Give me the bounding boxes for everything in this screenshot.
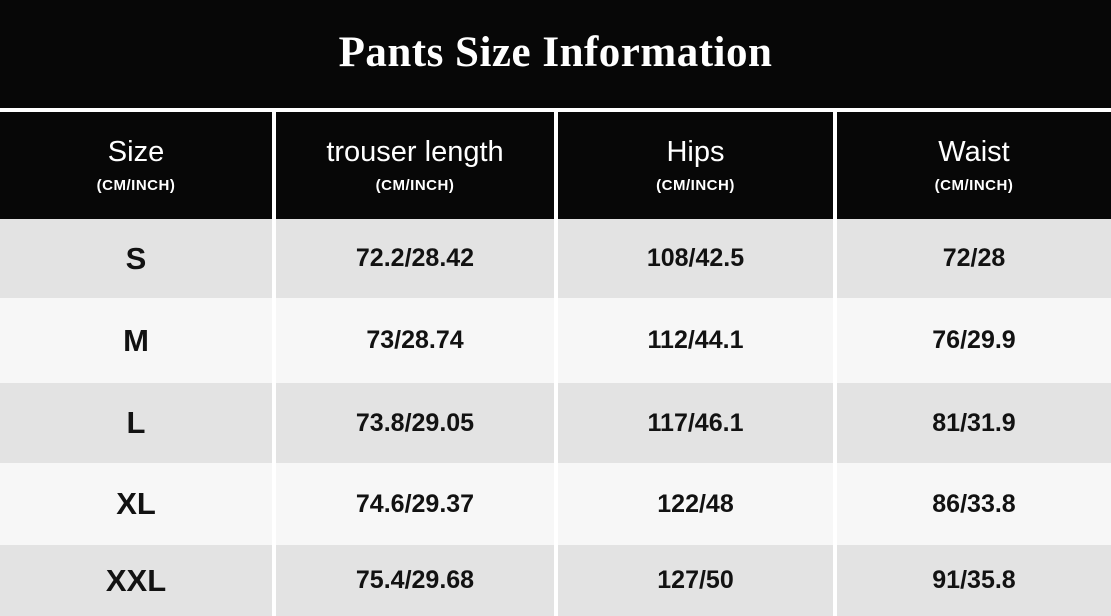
hips-value: 117/46.1	[554, 383, 833, 463]
page-title: Pants Size Information	[338, 28, 773, 76]
waist-value: 76/29.9	[833, 298, 1111, 383]
size-table: Size (CM/INCH) trouser length (CM/INCH) …	[0, 112, 1111, 616]
hips-value: 108/42.5	[554, 219, 833, 298]
size-label: S	[0, 219, 272, 298]
size-label: XXL	[0, 545, 272, 616]
banner-divider	[0, 108, 1111, 112]
table-row-m: M 73/28.74 112/44.1 76/29.9	[0, 298, 1111, 383]
header-cell-size: Size (CM/INCH)	[0, 112, 272, 219]
trouser-length-value: 74.6/29.37	[272, 463, 554, 545]
size-label: XL	[0, 463, 272, 545]
column-label: Waist	[938, 135, 1010, 168]
trouser-length-value: 75.4/29.68	[272, 545, 554, 616]
column-unit: (CM/INCH)	[934, 177, 1014, 195]
header-cell-hips: Hips (CM/INCH)	[554, 112, 833, 219]
waist-value: 91/35.8	[833, 545, 1111, 616]
trouser-length-value: 73/28.74	[272, 298, 554, 383]
hips-value: 112/44.1	[554, 298, 833, 383]
column-unit: (CM/INCH)	[96, 177, 176, 195]
waist-value: 72/28	[833, 219, 1111, 298]
waist-value: 81/31.9	[833, 383, 1111, 463]
hips-value: 122/48	[554, 463, 833, 545]
header-cell-trouser-length: trouser length (CM/INCH)	[272, 112, 554, 219]
column-label: Size	[107, 135, 165, 168]
table-row-l: L 73.8/29.05 117/46.1 81/31.9	[0, 383, 1111, 463]
table-row-s: S 72.2/28.42 108/42.5 72/28	[0, 219, 1111, 298]
column-unit: (CM/INCH)	[656, 177, 735, 195]
header-cell-waist: Waist (CM/INCH)	[833, 112, 1111, 219]
title-banner: Pants Size Information	[0, 0, 1111, 108]
column-unit: (CM/INCH)	[375, 177, 455, 195]
table-row-xxl: XXL 75.4/29.68 127/50 91/35.8	[0, 545, 1111, 616]
column-label: Hips	[666, 135, 725, 168]
column-label: trouser length	[326, 135, 504, 168]
trouser-length-value: 72.2/28.42	[272, 219, 554, 298]
size-label: M	[0, 298, 272, 383]
table-row-xl: XL 74.6/29.37 122/48 86/33.8	[0, 463, 1111, 545]
waist-value: 86/33.8	[833, 463, 1111, 545]
hips-value: 127/50	[554, 545, 833, 616]
table-header-row: Size (CM/INCH) trouser length (CM/INCH) …	[0, 112, 1111, 219]
size-label: L	[0, 383, 272, 463]
trouser-length-value: 73.8/29.05	[272, 383, 554, 463]
